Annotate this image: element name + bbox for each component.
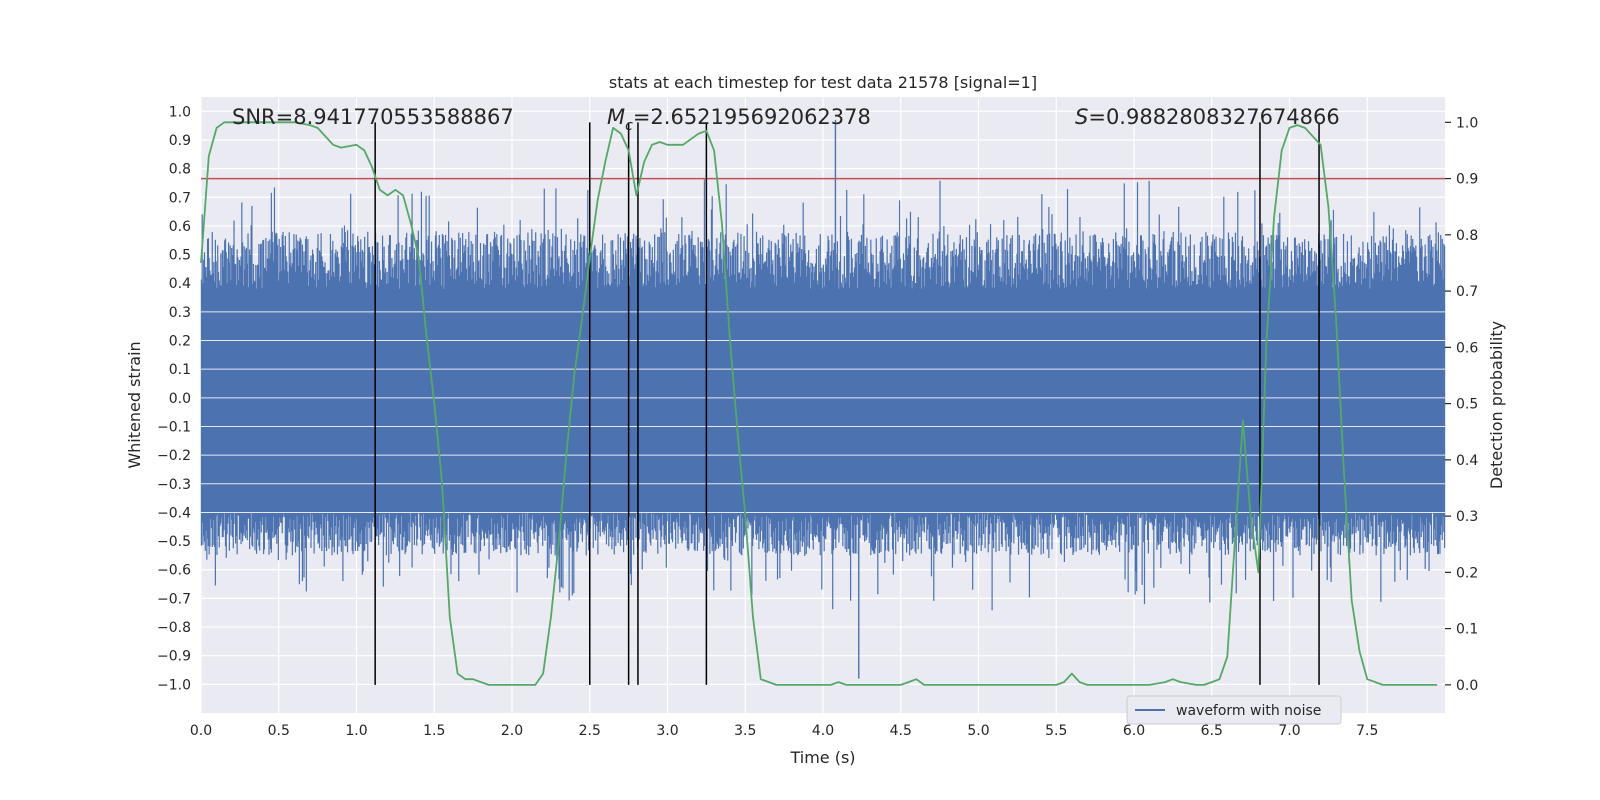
probability-series	[200, 121, 1438, 686]
legend-box	[1126, 695, 1342, 725]
y-left-tick-label: −0.2	[157, 448, 191, 464]
y-left-tick-label: −0.8	[157, 620, 191, 636]
x-tick-label: 0.0	[190, 723, 212, 739]
chart-title: stats at each timestep for test data 215…	[609, 73, 1037, 92]
y-axis-right-label: Detection probability	[1487, 321, 1506, 489]
y-axis-left-label: Whitened strain	[125, 341, 144, 468]
y-left-tick-label: 0.9	[169, 133, 191, 149]
x-tick-label: 5.0	[967, 723, 989, 739]
annotation-s-value: =0.9882808327674866	[1088, 105, 1339, 129]
y-left-tick-label: −0.4	[157, 505, 191, 521]
legend: waveform with noise	[1126, 695, 1342, 725]
y-left-tick-label: −0.6	[157, 563, 191, 579]
y-left-tick-label: 0.7	[169, 190, 191, 206]
annotation-chirp-mass: Mc=2.652195692062378	[607, 105, 871, 134]
y-right-tick-label: 0.6	[1456, 340, 1478, 356]
y-right-tick-label: 0.2	[1456, 565, 1478, 581]
x-tick-label: 2.0	[501, 723, 523, 739]
x-tick-label: 7.5	[1356, 723, 1378, 739]
axes: 0.0 0.5 1.0 1.5 2.0 2.5 3.0 3.5 4.0 4.5 5.0 5.5 6.0 6…	[157, 104, 1478, 739]
x-tick-label: 2.5	[579, 723, 601, 739]
y-left-tick-label: 0.3	[169, 305, 191, 321]
y-left-tick-label: −0.3	[157, 477, 191, 493]
y-left-tick-label: −0.9	[157, 649, 191, 665]
y-left-tick-label: −0.5	[157, 534, 191, 550]
y-right-tick-label: 0.0	[1456, 678, 1478, 694]
probability-line	[200, 121, 1438, 686]
y-right-tick-label: 0.5	[1456, 397, 1478, 413]
annotation-mc-subscript: c	[625, 118, 633, 134]
x-tick-label: 6.5	[1201, 723, 1223, 739]
y-left-tick-label: 0.8	[169, 162, 191, 178]
y-right-tick-label: 0.1	[1456, 622, 1478, 638]
annotation-s: S=0.9882808327674866	[1075, 105, 1340, 129]
x-axis-label: Time (s)	[789, 748, 855, 767]
x-tick-label: 4.5	[890, 723, 912, 739]
y-left-tick-label: 1.0	[169, 104, 191, 120]
annotation-mc-symbol: M	[607, 105, 625, 129]
y-left-tick-label: 0.4	[169, 276, 191, 292]
y-left-tick-label: 0.0	[169, 391, 191, 407]
y-left-tick-label: −0.1	[157, 419, 191, 435]
y-left-tick-label: 0.2	[169, 334, 191, 350]
y-right-tick-label: 0.4	[1456, 453, 1478, 469]
x-tick-label: 0.5	[268, 723, 290, 739]
waveform-core-band	[202, 288, 1444, 513]
x-tick-label: 4.0	[812, 723, 834, 739]
y-right-tick-label: 0.7	[1456, 284, 1478, 300]
x-tick-label: 3.5	[734, 723, 756, 739]
vertical-lines	[374, 122, 1320, 685]
x-tick-label: 6.0	[1123, 723, 1145, 739]
annotation-snr: SNR=8.941770553588867	[232, 105, 514, 129]
y-right-tick-label: 0.9	[1456, 172, 1478, 188]
x-tick-label: 5.5	[1045, 723, 1067, 739]
y-left-tick-label: −0.7	[157, 591, 191, 607]
y-left-tick-label: 0.5	[169, 248, 191, 264]
annotation-mc-value: =2.652195692062378	[633, 105, 871, 129]
y-left-tick-label: −1.0	[157, 677, 191, 693]
legend-label-waveform: waveform with noise	[1176, 703, 1321, 719]
x-tick-label: 1.0	[345, 723, 367, 739]
y-right-tick-label: 1.0	[1456, 115, 1478, 131]
annotation-s-symbol: S	[1075, 105, 1088, 129]
y-right-tick-label: 0.3	[1456, 509, 1478, 525]
y-left-tick-label: 0.6	[169, 219, 191, 235]
y-right-tick-label: 0.8	[1456, 228, 1478, 244]
x-tick-label: 1.5	[423, 723, 445, 739]
waveform-series	[200, 119, 1446, 679]
x-tick-label: 3.0	[656, 723, 678, 739]
x-tick-label: 7.0	[1278, 723, 1300, 739]
y-left-tick-label: 0.1	[169, 362, 191, 378]
